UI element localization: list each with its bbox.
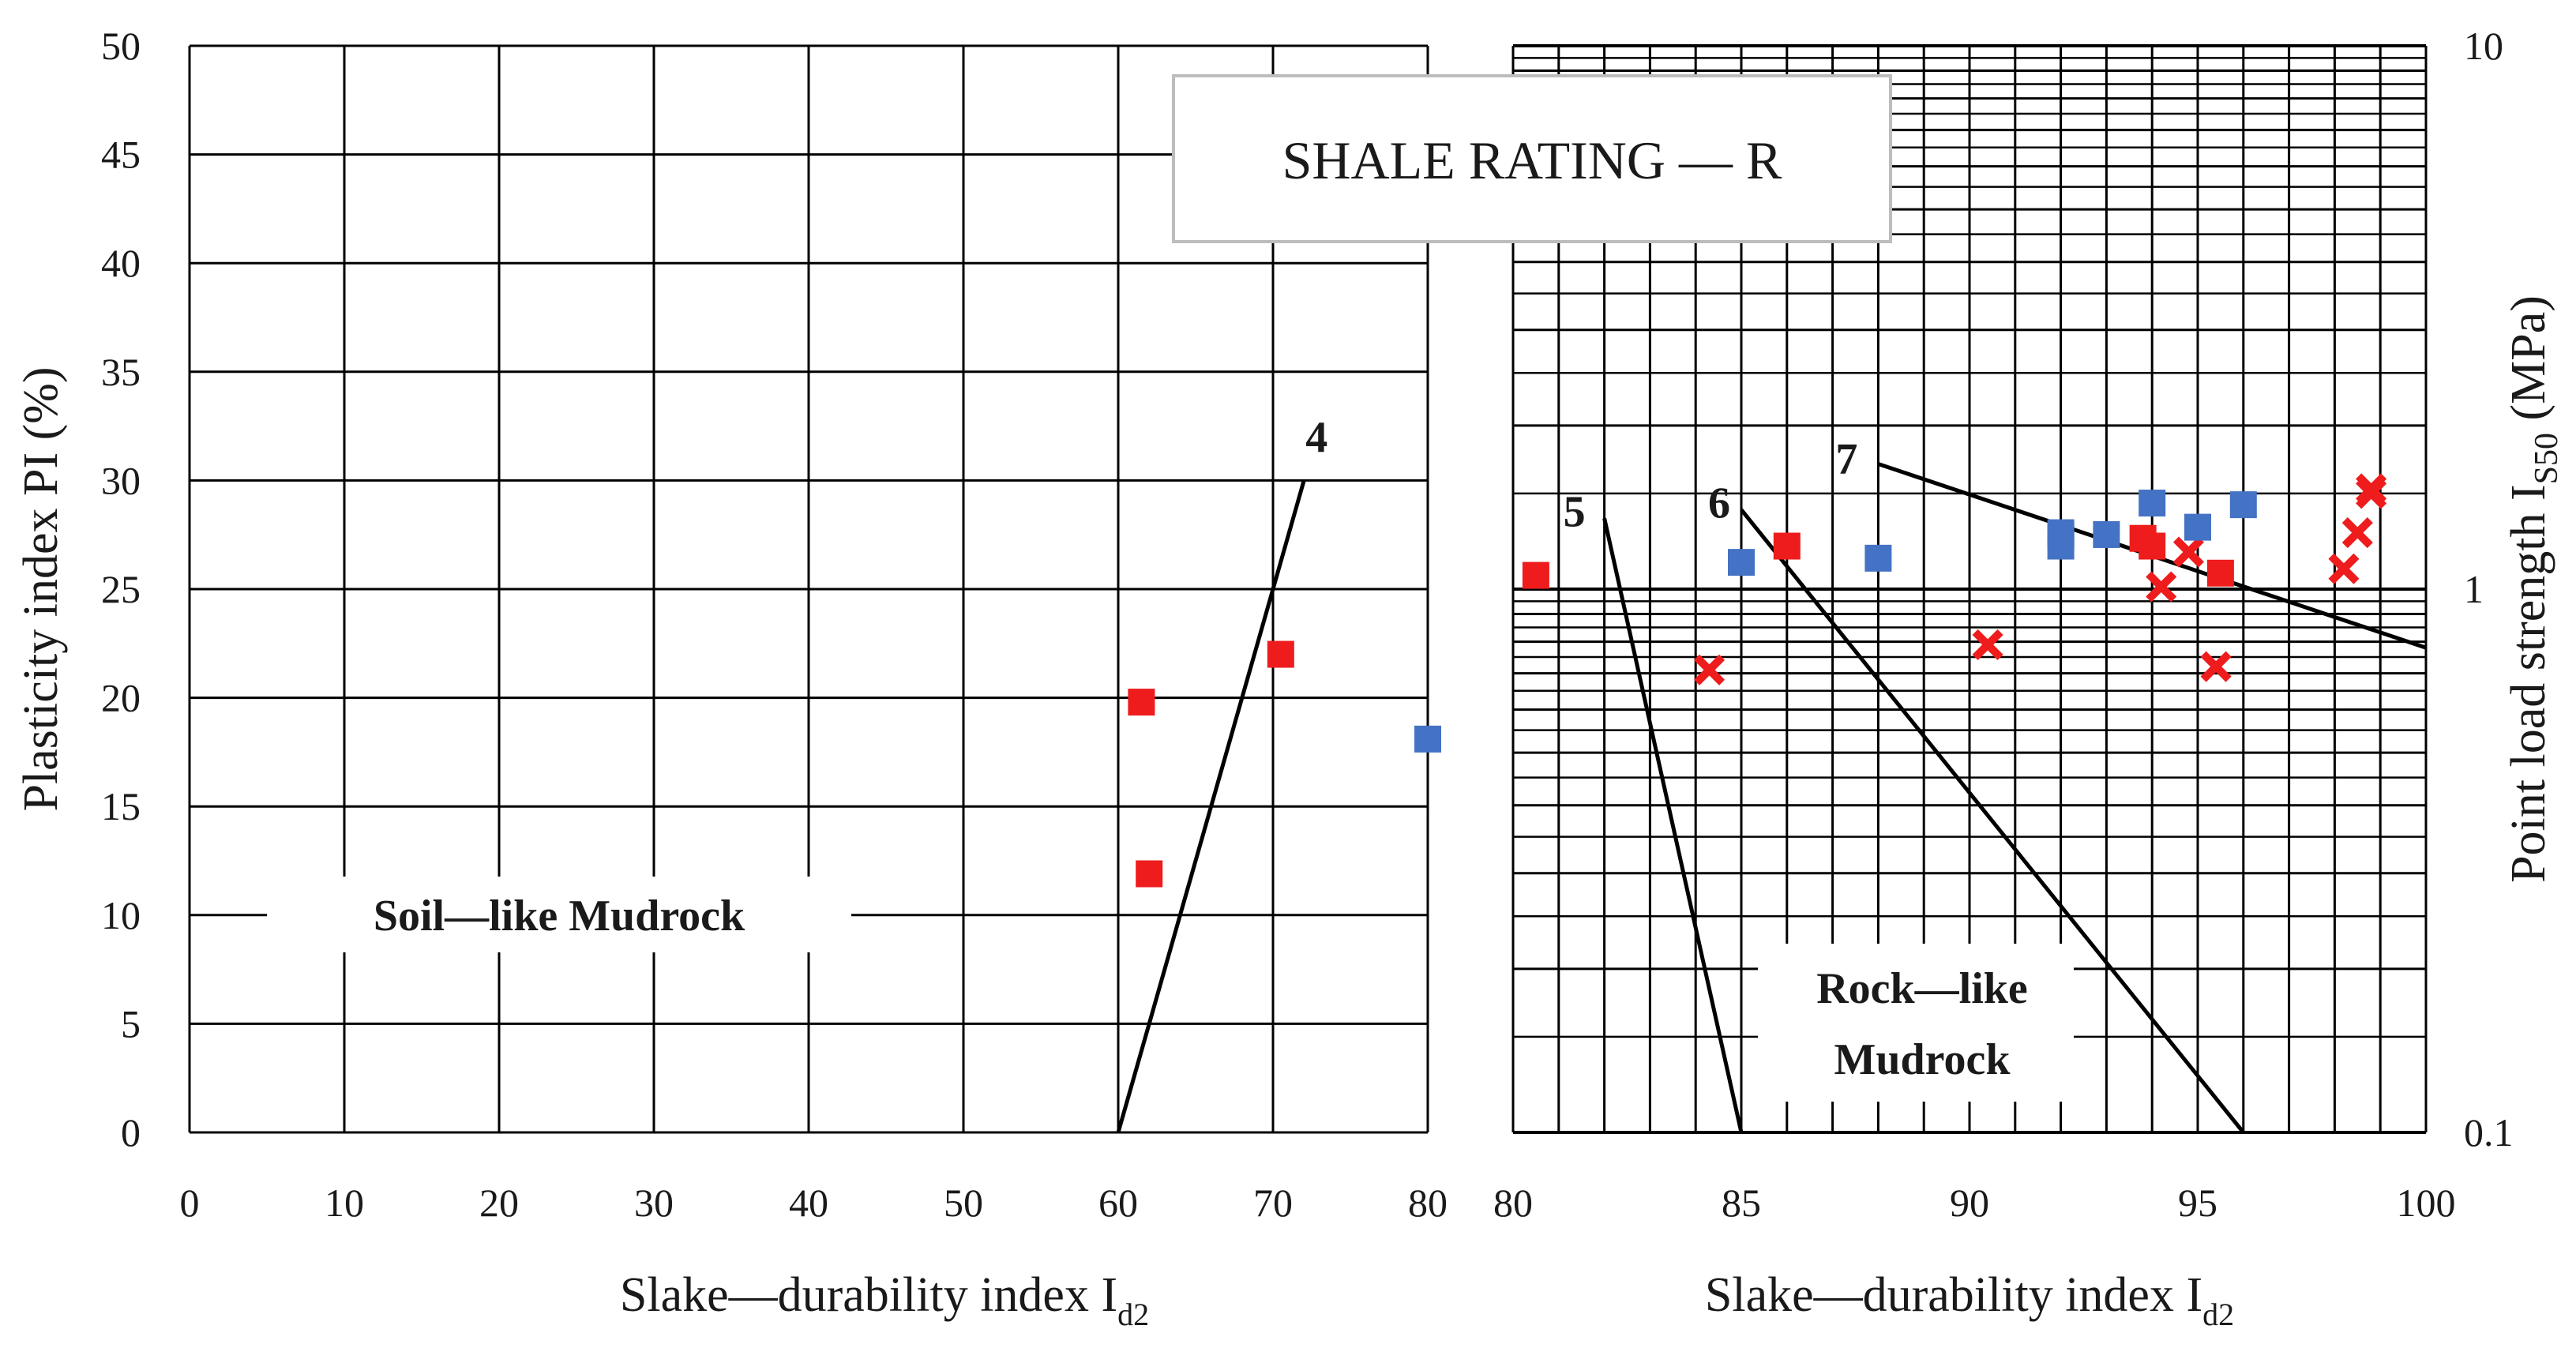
left-y-tick-label: 35: [101, 350, 141, 394]
right-data-point-x: [2341, 517, 2373, 549]
left-x-tick-label: 0: [180, 1181, 200, 1225]
right-x-axis-title-main: Slake—durability index I: [1705, 1268, 2202, 1322]
left-y-tick-label: 5: [121, 1001, 141, 1046]
right-data-point-x: [1694, 654, 1725, 685]
right-data-point: [1728, 549, 1755, 576]
right-y-tick-label: 1: [2464, 567, 2484, 611]
right-data-point-x-stroke: [2200, 651, 2232, 682]
right-data-point: [1522, 561, 1549, 589]
left-x-axis-title: Slake—durability index Id2: [620, 1268, 1149, 1332]
right-boundary-line: [1740, 508, 2245, 1134]
left-boundary-line: [1116, 479, 1306, 1133]
right-x-axis-title: Slake—durability index Id2: [1705, 1268, 2234, 1332]
right-data-point-x-stroke: [1694, 654, 1725, 685]
left-y-tick-label: 15: [101, 784, 141, 828]
left-y-tick-label: 50: [101, 24, 141, 68]
right-data-point: [2047, 519, 2075, 546]
right-data-point-x: [2200, 651, 2232, 682]
left-y-tick-label: 25: [101, 567, 141, 611]
right-data-point: [1773, 532, 1801, 560]
right-boundary-line-label: 7: [1835, 434, 1857, 483]
left-boundary-line-label: 4: [1305, 413, 1327, 462]
left-x-tick-label: 10: [325, 1181, 364, 1225]
left-data-point: [1267, 640, 1294, 668]
left-x-tick-label: 20: [479, 1181, 519, 1225]
right-data-point-x-stroke: [2172, 536, 2204, 568]
left-y-tick-label: 0: [121, 1110, 141, 1155]
right-data-point-x: [2146, 571, 2177, 603]
left-x-axis-title-subscript: d2: [1117, 1297, 1149, 1332]
left-x-tick-label: 40: [789, 1181, 828, 1225]
right-x-tick-label: 80: [1493, 1181, 1533, 1225]
left-x-tick-label: 50: [944, 1181, 983, 1225]
right-data-point-x-stroke: [2341, 517, 2373, 549]
shale-rating-label: SHALE RATING — R: [1282, 130, 1782, 190]
right-data-point: [2229, 491, 2257, 519]
left-x-tick-label: 60: [1098, 1181, 1138, 1225]
right-data-point-x: [2356, 473, 2387, 505]
left-chart: 0 10 20 30 40 50 60 70 80 0 5 10 15 20 25 30 35 40 45 50 Soi…: [14, 24, 1448, 1332]
right-y-tick-label: 0.1: [2464, 1110, 2514, 1155]
right-data-point: [1864, 544, 1892, 572]
left-region-label-bg: [267, 877, 851, 952]
right-region-label-line1: Rock—like: [1816, 964, 2028, 1013]
right-x-tick-label: 85: [1722, 1181, 1761, 1225]
right-y-axis-title-main: Point load strength I: [2502, 484, 2555, 883]
right-x-tick-label: 95: [2178, 1181, 2217, 1225]
right-x-tick-label: 100: [2397, 1181, 2456, 1225]
right-region-label-line2: Mudrock: [1834, 1035, 2011, 1084]
right-y-tick-label: 10: [2464, 24, 2503, 68]
left-x-tick-label: 30: [634, 1181, 674, 1225]
left-y-tick-label: 20: [101, 676, 141, 720]
right-data-point: [2184, 513, 2211, 541]
right-data-point-x: [2328, 553, 2360, 584]
right-boundary-line-label: 6: [1708, 479, 1730, 528]
left-region-label: Soil—like Mudrock: [374, 892, 745, 941]
left-data-point: [1128, 689, 1155, 716]
right-x-tick-label: 90: [1950, 1181, 1989, 1225]
right-boundary-line-label: 5: [1564, 487, 1586, 536]
left-y-tick-label: 45: [101, 133, 141, 177]
right-boundary-line: [1602, 517, 1744, 1133]
right-y-axis-title: Point load strength IS50 (MPa): [2502, 295, 2565, 883]
left-x-tick-label: 80: [1408, 1181, 1448, 1225]
right-data-point-x-stroke: [1972, 629, 2003, 660]
left-data-point: [1136, 860, 1163, 888]
right-region-label-bg: [1758, 944, 2074, 1102]
left-y-tick-label: 40: [101, 241, 141, 285]
right-data-point-x-stroke: [2146, 571, 2177, 603]
right-y-axis-title-subscript: S50: [2529, 433, 2565, 484]
right-data-point: [2139, 490, 2166, 517]
right-data-point: [2139, 532, 2166, 560]
left-y-axis-title: Plasticity index PI (%): [14, 366, 68, 811]
right-y-axis-title-unit: (MPa): [2502, 295, 2555, 433]
shale-rating-box: [1172, 74, 1892, 243]
left-x-tick-label: 70: [1253, 1181, 1293, 1225]
right-data-point: [2206, 559, 2234, 587]
left-x-axis-title-main: Slake—durability index I: [620, 1268, 1117, 1322]
right-x-axis-title-subscript: d2: [2202, 1297, 2234, 1332]
left-y-tick-label: 30: [101, 458, 141, 502]
left-y-tick-label: 10: [101, 893, 141, 937]
right-data-point: [2093, 520, 2120, 548]
right-data-point-x-stroke: [2356, 473, 2387, 505]
right-data-point-x: [1972, 629, 2003, 660]
right-data-point-x-stroke: [2328, 553, 2360, 584]
right-data-point-x: [2172, 536, 2204, 568]
left-data-point: [1414, 725, 1441, 753]
